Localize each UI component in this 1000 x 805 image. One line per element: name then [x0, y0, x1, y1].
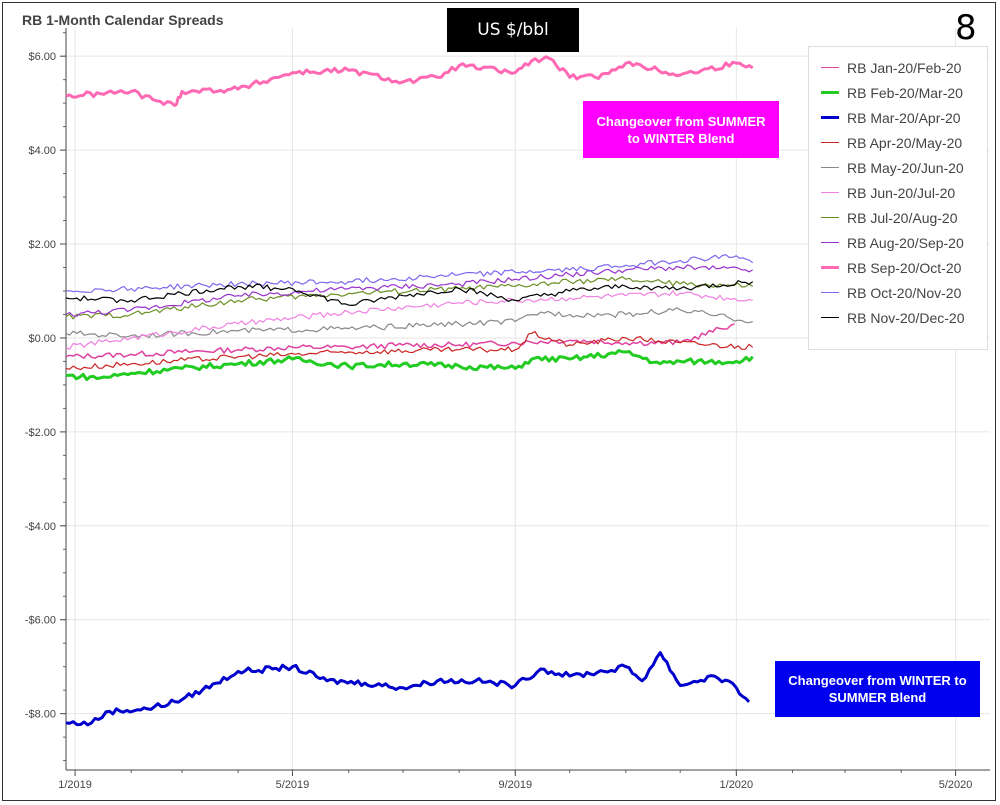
- legend-label: RB Mar-20/Apr-20: [847, 109, 961, 126]
- series-line-rb-jun-20-jul-20: [65, 290, 753, 350]
- legend-item[interactable]: RB Oct-20/Nov-20: [809, 280, 987, 305]
- legend-item[interactable]: RB Jan-20/Feb-20: [809, 55, 987, 80]
- legend-label: RB Nov-20/Dec-20: [847, 309, 965, 326]
- legend: RB Jan-20/Feb-20 RB Feb-20/Mar-20 RB Mar-2…: [808, 46, 988, 350]
- y-tick-label: -$6.00: [25, 615, 56, 627]
- x-tick-label: 5/2020: [939, 779, 973, 791]
- legend-item[interactable]: RB Aug-20/Sep-20: [809, 230, 987, 255]
- series-line-rb-sep-20-oct-20: [65, 55, 754, 107]
- unit-label: US $/bbl: [447, 8, 579, 52]
- series-line-rb-feb-20-mar-20: [65, 349, 754, 382]
- series-line-rb-jan-20-feb-20: [65, 323, 735, 359]
- legend-swatch: [821, 142, 839, 143]
- legend-swatch: [821, 167, 839, 168]
- legend-item[interactable]: RB Nov-20/Dec-20: [809, 305, 987, 330]
- legend-item[interactable]: RB May-20/Jun-20: [809, 155, 987, 180]
- legend-label: RB Jul-20/Aug-20: [847, 209, 958, 226]
- legend-label: RB Feb-20/Mar-20: [847, 84, 963, 101]
- series-group: [65, 55, 754, 727]
- legend-item[interactable]: RB Jun-20/Jul-20: [809, 180, 987, 205]
- annotation-summer-to-winter: Changeover from SUMMER to WINTER Blend: [583, 101, 779, 158]
- series-line-rb-mar-20-apr-20: [65, 651, 751, 727]
- legend-swatch: [821, 217, 839, 218]
- x-tick-label: 9/2019: [498, 779, 532, 791]
- chart-title: RB 1-Month Calendar Spreads: [22, 12, 224, 28]
- legend-swatch: [821, 91, 839, 94]
- legend-label: RB Jun-20/Jul-20: [847, 184, 956, 201]
- y-tick-label: $0.00: [28, 333, 56, 345]
- series-line-rb-oct-20-nov-20: [65, 254, 754, 293]
- legend-label: RB Sep-20/Oct-20: [847, 259, 962, 276]
- legend-label: RB Jan-20/Feb-20: [847, 59, 962, 76]
- series-line-rb-may-20-jun-20: [65, 307, 753, 339]
- x-tick-label: 1/2019: [58, 779, 92, 791]
- legend-swatch: [821, 192, 839, 193]
- legend-label: RB Oct-20/Nov-20: [847, 284, 962, 301]
- annotation-winter-to-summer: Changeover from WINTER to SUMMER Blend: [775, 661, 980, 717]
- x-tick-label: 5/2019: [276, 779, 310, 791]
- legend-swatch: [821, 266, 839, 269]
- series-line-rb-apr-20-may-20: [65, 331, 754, 371]
- legend-item[interactable]: RB Apr-20/May-20: [809, 130, 987, 155]
- legend-item[interactable]: RB Sep-20/Oct-20: [809, 255, 987, 280]
- legend-item[interactable]: RB Jul-20/Aug-20: [809, 205, 987, 230]
- legend-swatch: [821, 292, 839, 293]
- legend-item[interactable]: RB Mar-20/Apr-20: [809, 105, 987, 130]
- series-line-rb-nov-20-dec-20: [65, 280, 754, 306]
- y-tick-label: $2.00: [28, 239, 56, 251]
- axes: $6.00 $4.00 $2.00 $0.00 -$2.00 -$4.00 -$6.00 -$…: [25, 28, 990, 791]
- legend-label: RB Apr-20/May-20: [847, 134, 963, 151]
- y-tick-label: $4.00: [28, 145, 56, 157]
- y-tick-label: -$4.00: [25, 521, 56, 533]
- legend-swatch: [821, 242, 839, 243]
- legend-swatch: [821, 317, 839, 318]
- page-number: 8: [955, 8, 977, 48]
- series-line-rb-jul-20-aug-20: [65, 276, 753, 320]
- y-tick-label: -$2.00: [25, 427, 56, 439]
- legend-swatch: [821, 67, 839, 68]
- legend-swatch: [821, 116, 839, 119]
- x-tick-label: 1/2020: [720, 779, 754, 791]
- y-tick-label: $6.00: [28, 51, 56, 63]
- legend-label: RB May-20/Jun-20: [847, 159, 964, 176]
- legend-label: RB Aug-20/Sep-20: [847, 234, 964, 251]
- y-tick-label: -$8.00: [25, 709, 56, 721]
- legend-item[interactable]: RB Feb-20/Mar-20: [809, 80, 987, 105]
